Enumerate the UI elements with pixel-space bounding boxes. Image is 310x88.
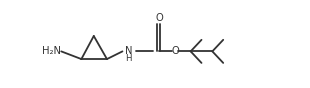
Text: O: O — [171, 46, 179, 56]
Text: O: O — [155, 13, 163, 23]
Text: N: N — [125, 46, 132, 56]
Text: H₂N: H₂N — [42, 46, 61, 56]
Text: H: H — [126, 54, 132, 63]
